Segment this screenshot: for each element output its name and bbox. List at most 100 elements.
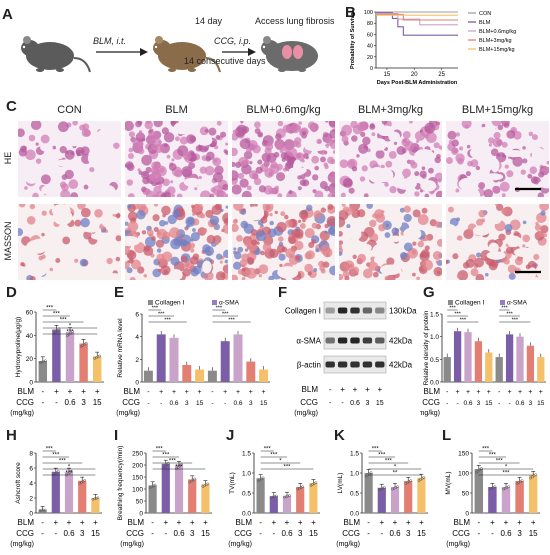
sig-label: *** [378,453,386,459]
blot-band [362,307,373,314]
data-point [54,330,57,334]
kda-label: 130kDa [389,307,417,316]
histology-group-label: BLM+0.6mg/kg [246,104,321,116]
ccg-dose: - [211,400,213,407]
blm-sign: + [159,389,163,396]
blm-sign: + [285,518,290,527]
blot-band [337,307,348,314]
ccg-dose: 15 [91,529,100,538]
sig-label: *** [489,453,497,459]
blm-sign: + [298,518,303,527]
sig-label: *** [216,306,223,312]
bar [474,341,483,382]
blot-band [375,307,385,314]
ccg-row-label: CCG [234,529,252,538]
y-axis-label: MV(mL) [445,471,452,494]
unit-label: (mg/kg) [294,410,318,417]
blm-row-label: BLM [344,518,361,527]
sig-label: *** [65,471,73,477]
y-tick-label: 50 [136,499,144,506]
blm-sign: + [95,387,100,396]
bar [453,331,462,382]
data-point [91,497,95,501]
sig-label: *** [60,318,68,324]
data-point [40,508,44,512]
panel-label-c: C [6,98,17,115]
y-tick-label: 1.5 [430,312,439,319]
blm-sign: + [185,389,189,396]
sig-label: *** [502,471,510,477]
ccg-dose: 0.6 [281,529,293,538]
legend-label: Collagen Ⅰ [155,300,184,307]
panel-label-h: H [6,427,17,444]
blm-sign: + [81,387,86,396]
b-x-label: Days Post-BLM Administration [377,80,458,86]
bar [515,481,524,513]
sig-label: *** [501,306,508,312]
blm-sign: - [151,518,154,527]
y-axis-label: Ashcroft score [15,462,22,504]
histology-group-label: CON [57,104,82,116]
blm-sign: + [379,518,384,527]
ccg-dose: 3 [477,400,481,407]
y-tick-label: 0.0 [430,380,439,387]
blot-band [375,361,385,368]
unit-label: (mg/kg) [10,541,34,548]
ccg-dose: 0.6 [169,400,178,407]
ccg-dose: - [509,400,511,407]
histology-group-label: BLM+15mg/kg [461,104,534,116]
bar [233,334,243,382]
b-x-tick-label: 15 [384,72,391,78]
sig-label: *** [46,306,54,312]
bar [390,487,400,513]
ccg-dose: 15 [376,400,384,407]
sig-label: *** [59,459,67,465]
blm-sign: - [477,518,480,527]
bar [64,471,74,513]
hydroxyproline-chart: 0204060Hydroxyproline(μg/g)*************… [10,306,104,417]
blm-sign: + [393,518,398,527]
data-point [66,334,69,338]
bar [488,487,497,513]
panel-label-e: E [114,284,125,301]
data-point [288,494,291,497]
sig-label: *** [372,447,380,453]
blot-band [375,337,385,344]
data-point [314,481,318,485]
bar [256,478,265,513]
lv-chart: 0.00.51.01.5LV(mL)************BLMCCG(mg/… [336,447,428,548]
ccg-dose: - [498,400,500,407]
ccg-dose: - [151,529,154,538]
bar [485,352,493,382]
b-y-tick-label: 60 [367,32,373,38]
panel-a-schematic [21,36,318,73]
blm-sign: + [80,518,85,527]
y-tick-label: 0 [465,511,469,518]
b-y-tick-label: 100 [364,10,373,16]
sig-label: *** [66,330,74,336]
y-tick-label: 200 [132,463,143,470]
masson-stain-image [18,204,121,280]
data-point [84,341,88,345]
panel-label-k: K [334,427,345,444]
y-tick-label: 0 [29,511,33,518]
data-point [96,496,100,500]
y-tick-label: 100 [458,471,469,478]
histology-row-label: HE [3,151,13,165]
panel-label-f: F [278,284,288,301]
legend-swatch [448,300,453,305]
blm-sign: - [329,385,332,394]
blm-sign: + [198,389,202,396]
panel-label-d: D [6,284,17,301]
blm-sign: + [508,389,512,396]
bar [474,469,484,513]
b-legend-label: BLM+0.6mg/kg [479,29,516,35]
y-tick-label: 2 [29,496,33,503]
ccg-row-label: CCG [342,529,360,538]
unit-label: (mg/kg) [116,410,140,417]
b-legend-label: CON [479,11,491,17]
blm-sign: + [54,387,59,396]
ccg-dose: 3 [365,400,369,407]
